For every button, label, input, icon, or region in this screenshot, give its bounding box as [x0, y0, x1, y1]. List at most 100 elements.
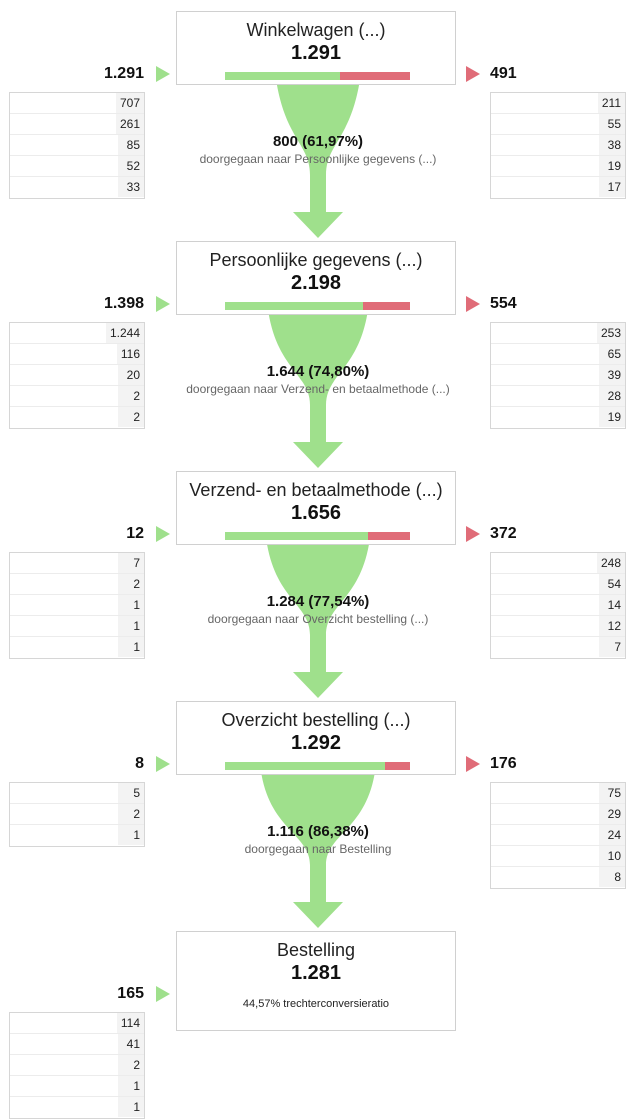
table-row[interactable]: 24: [491, 825, 625, 846]
table-row[interactable]: 55: [491, 114, 625, 135]
step-value: 2.198: [290, 272, 342, 294]
entrance-arrow-icon: [156, 756, 170, 772]
continued-flow: 1.284 (77,54%) doorgegaan naar Overzicht …: [150, 593, 486, 626]
source-count: 2: [118, 386, 144, 406]
table-row[interactable]: 5: [10, 783, 144, 804]
funnel-step[interactable]: Persoonlijke gegevens (...) 2.198: [176, 241, 456, 315]
table-row[interactable]: 8: [491, 867, 625, 888]
continued-count: 1.284 (77,54%): [266, 593, 370, 610]
table-row[interactable]: 29: [491, 804, 625, 825]
source-count: 8: [599, 867, 625, 887]
table-row[interactable]: 1: [10, 637, 144, 658]
funnel-step[interactable]: Overzicht bestelling (...) 1.292: [176, 701, 456, 775]
table-row[interactable]: 14: [491, 595, 625, 616]
source-count: 33: [118, 177, 144, 197]
table-row[interactable]: 2: [10, 574, 144, 595]
table-row[interactable]: 1: [10, 616, 144, 637]
table-row[interactable]: 12: [491, 616, 625, 637]
table-row[interactable]: 7: [491, 637, 625, 658]
table-row[interactable]: 2: [10, 1055, 144, 1076]
continued-label: doorgegaan naar Verzend- en betaalmethod…: [186, 382, 450, 396]
table-row[interactable]: 248: [491, 553, 625, 574]
funnel-flow-shape: [267, 545, 369, 698]
table-row[interactable]: 54: [491, 574, 625, 595]
step-value: 1.281: [290, 962, 342, 984]
conversion-rate: 44,57% trechterconversieratio: [242, 998, 390, 1010]
table-row[interactable]: 19: [491, 156, 625, 177]
table-row[interactable]: 52: [10, 156, 144, 177]
table-row[interactable]: 28: [491, 386, 625, 407]
step-value: 1.656: [290, 502, 342, 524]
entrance-sources-table: 707 261 85 52 33: [9, 92, 145, 199]
exit-arrow-icon: [466, 756, 480, 772]
source-count: 114: [116, 1013, 144, 1033]
source-count: 29: [599, 804, 625, 824]
table-row[interactable]: 253: [491, 323, 625, 344]
table-row[interactable]: 20: [10, 365, 144, 386]
funnel-step[interactable]: Winkelwagen (...) 1.291: [176, 11, 456, 85]
table-row[interactable]: 2: [10, 804, 144, 825]
step-bar-continued: [225, 532, 369, 540]
funnel-step[interactable]: Verzend- en betaalmethode (...) 1.656: [176, 471, 456, 545]
source-count: 1: [118, 616, 144, 636]
table-row[interactable]: 75: [491, 783, 625, 804]
entrance-sources-table: 114 41 2 1 1: [9, 1012, 145, 1119]
table-row[interactable]: 17: [491, 177, 625, 198]
table-row[interactable]: 10: [491, 846, 625, 867]
source-count: 41: [118, 1034, 144, 1054]
source-count: 253: [596, 323, 625, 343]
entrance-count: 1.291: [103, 65, 144, 82]
table-row[interactable]: 1: [10, 1076, 144, 1097]
step-value: 1.292: [290, 732, 342, 754]
table-row[interactable]: 2: [10, 386, 144, 407]
source-count: 2: [118, 804, 144, 824]
step-title: Bestelling: [276, 940, 356, 960]
table-row[interactable]: 707: [10, 93, 144, 114]
source-count: 2: [118, 1055, 144, 1075]
step-bar: [225, 72, 410, 80]
table-row[interactable]: 65: [491, 344, 625, 365]
funnel-flow-shape: [276, 85, 360, 238]
source-count: 10: [599, 846, 625, 866]
source-count: 5: [118, 783, 144, 803]
continued-count: 800 (61,97%): [272, 133, 364, 150]
table-row[interactable]: 1.244: [10, 323, 144, 344]
table-row[interactable]: 1: [10, 825, 144, 846]
table-row[interactable]: 85: [10, 135, 144, 156]
source-count: 20: [118, 365, 144, 385]
source-count: 54: [599, 574, 625, 594]
exit-sources-table: 211 55 38 19 17: [490, 92, 626, 199]
table-row[interactable]: 41: [10, 1034, 144, 1055]
step-title: Winkelwagen (...): [246, 20, 386, 40]
table-row[interactable]: 211: [491, 93, 625, 114]
table-row[interactable]: 261: [10, 114, 144, 135]
step-bar-continued: [225, 762, 385, 770]
table-row[interactable]: 1: [10, 595, 144, 616]
exit-count: 491: [490, 65, 517, 82]
source-count: 65: [599, 344, 625, 364]
continued-flow: 800 (61,97%) doorgegaan naar Persoonlijke…: [150, 133, 486, 166]
continued-flow: 1.116 (86,38%) doorgegaan naar Bestelling: [150, 823, 486, 856]
source-count: 19: [599, 407, 625, 427]
table-row[interactable]: 114: [10, 1013, 144, 1034]
exit-arrow-icon: [466, 296, 480, 312]
table-row[interactable]: 1: [10, 1097, 144, 1118]
table-row[interactable]: 38: [491, 135, 625, 156]
exit-sources-table: 253 65 39 28 19: [490, 322, 626, 429]
entrance-count: 1.398: [103, 295, 144, 312]
table-row[interactable]: 2: [10, 407, 144, 428]
source-count: 1: [118, 595, 144, 615]
table-row[interactable]: 19: [491, 407, 625, 428]
source-count: 1: [118, 825, 144, 845]
table-row[interactable]: 116: [10, 344, 144, 365]
source-count: 52: [118, 156, 144, 176]
source-count: 75: [599, 783, 625, 803]
table-row[interactable]: 33: [10, 177, 144, 198]
step-title: Verzend- en betaalmethode (...): [189, 480, 443, 500]
funnel-step[interactable]: Bestelling 1.281 44,57% trechterconversier…: [176, 931, 456, 1031]
source-count: 55: [599, 114, 625, 134]
table-row[interactable]: 7: [10, 553, 144, 574]
table-row[interactable]: 39: [491, 365, 625, 386]
entrance-arrow-icon: [156, 296, 170, 312]
